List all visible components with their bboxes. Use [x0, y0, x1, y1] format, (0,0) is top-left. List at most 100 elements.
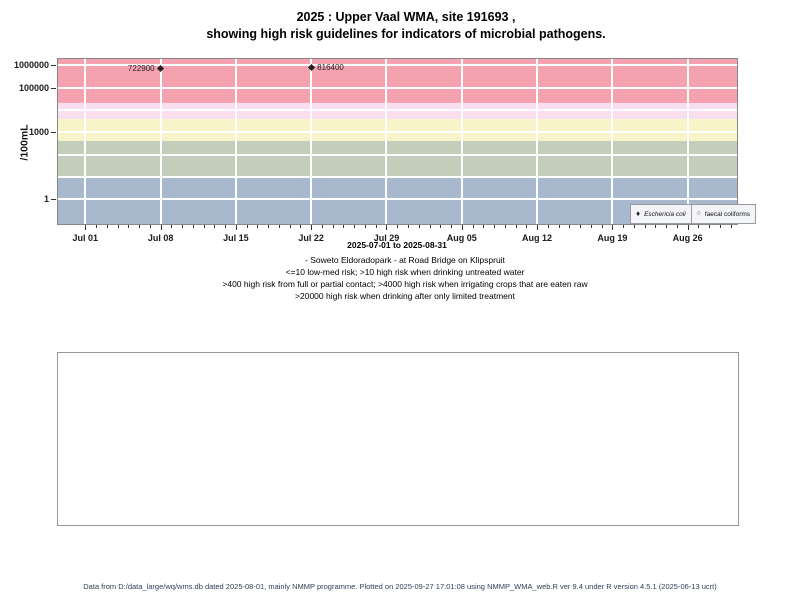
- axis-tick: [85, 225, 87, 228]
- caption-risk-3: >20000 high risk when drinking after onl…: [295, 291, 515, 301]
- axis-tick: [644, 225, 646, 228]
- axis-tick: [429, 225, 431, 228]
- axis-tick: [225, 225, 227, 228]
- axis-tick: [257, 225, 259, 228]
- axis-tick: [440, 225, 442, 228]
- axis-tick: [268, 225, 270, 228]
- axis-tick: [494, 225, 496, 228]
- axis-tick: [623, 225, 625, 228]
- axis-tick: [526, 225, 528, 228]
- gridline: [57, 131, 738, 134]
- gridline: [460, 58, 463, 225]
- gridline: [57, 64, 738, 67]
- axis-tick: [504, 225, 506, 228]
- legend-label-eschericia-coli: Eschericia coli: [644, 210, 686, 218]
- axis-tick: [451, 225, 453, 228]
- legend-label-faecal-coliforms: faecal coliforms: [704, 210, 751, 218]
- gridline: [84, 58, 87, 225]
- axis-tick: [332, 225, 334, 228]
- axis-tick: [51, 65, 56, 67]
- axis-tick: [687, 225, 689, 228]
- gridline: [159, 58, 162, 225]
- gridline: [57, 198, 738, 201]
- gridline: [536, 58, 539, 225]
- legend: ♦ Eschericia coli ○ faecal coliforms: [630, 204, 757, 224]
- axis-tick: [386, 225, 388, 228]
- x-axis-title: 2025-07-01 to 2025-08-31: [347, 240, 447, 250]
- axis-tick: [160, 225, 162, 228]
- risk-band: [57, 176, 738, 225]
- axis-tick: [461, 225, 463, 230]
- axis-tick: [311, 225, 313, 228]
- axis-tick: [655, 225, 657, 228]
- axis-tick: [483, 225, 485, 228]
- chart-title-line1: 2025 : Upper Vaal WMA, site 191693 ,: [296, 10, 516, 24]
- risk-band: [57, 141, 738, 177]
- gridline: [611, 58, 614, 225]
- y-tick-label: 100000: [18, 82, 49, 93]
- axis-tick: [407, 225, 409, 228]
- risk-band: [57, 103, 738, 119]
- axis-tick: [289, 225, 291, 228]
- axis-tick: [612, 225, 614, 228]
- axis-tick: [547, 225, 549, 228]
- axis-tick: [192, 225, 194, 228]
- plot-area: 722900 816400: [57, 58, 738, 225]
- empty-panel: [57, 352, 739, 526]
- gridline: [686, 58, 689, 225]
- chart-title: 2025 : Upper Vaal WMA, site 191693 , sho…: [6, 9, 800, 43]
- filled-diamond-icon: ♦: [636, 209, 641, 218]
- axis-tick: [182, 225, 184, 228]
- risk-band: [57, 118, 738, 142]
- axis-tick: [364, 225, 366, 228]
- caption-site: - Soweto Eldoradopark - at Road Bridge o…: [305, 255, 505, 265]
- legend-item-eschericia-coli: ♦ Eschericia coli: [630, 204, 692, 224]
- axis-tick: [300, 225, 302, 228]
- axis-tick: [601, 225, 603, 228]
- y-tick-label: 1000000: [13, 60, 49, 71]
- chart-title-line2: showing high risk guidelines for indicat…: [206, 27, 606, 41]
- caption-block: - Soweto Eldoradopark - at Road Bridge o…: [5, 254, 800, 302]
- axis-tick: [171, 225, 173, 228]
- axis-tick: [51, 199, 56, 201]
- gridline: [57, 153, 738, 156]
- axis-tick: [590, 225, 592, 228]
- axis-tick: [235, 225, 237, 228]
- gridline: [57, 175, 738, 178]
- axis-tick: [235, 225, 237, 230]
- caption-risk-2: >400 high risk from full or partial cont…: [222, 279, 588, 289]
- axis-tick: [311, 225, 313, 230]
- axis-tick: [386, 225, 388, 230]
- gridline: [57, 86, 738, 89]
- axis-tick: [214, 225, 216, 228]
- axis-tick: [160, 225, 162, 230]
- axis-tick: [117, 225, 119, 228]
- axis-tick: [515, 225, 517, 228]
- axis-tick: [537, 225, 539, 230]
- axis-tick: [558, 225, 560, 228]
- axis-tick: [687, 225, 689, 230]
- axis-tick: [472, 225, 474, 228]
- axis-tick: [666, 225, 668, 228]
- axis-tick: [612, 225, 614, 230]
- axis-tick: [569, 225, 571, 228]
- y-tick-label: 1: [43, 194, 49, 205]
- axis-tick: [51, 87, 56, 89]
- axis-tick: [51, 132, 56, 134]
- open-circle-icon: ○: [696, 210, 701, 217]
- axis-tick: [709, 225, 711, 228]
- gridline: [57, 108, 738, 111]
- axis-tick: [537, 225, 539, 228]
- axis-tick: [106, 225, 108, 228]
- gridline: [310, 58, 313, 225]
- data-point-label: 816400: [317, 62, 344, 72]
- footer-note: Data from D:/data_large/wq/wms.db dated …: [83, 582, 717, 591]
- gridline: [385, 58, 388, 225]
- axis-tick: [278, 225, 280, 228]
- y-axis-label: /100mL: [18, 124, 31, 161]
- axis-tick: [246, 225, 248, 228]
- axis-tick: [730, 225, 732, 228]
- axis-tick: [633, 225, 635, 228]
- axis-tick: [321, 225, 323, 228]
